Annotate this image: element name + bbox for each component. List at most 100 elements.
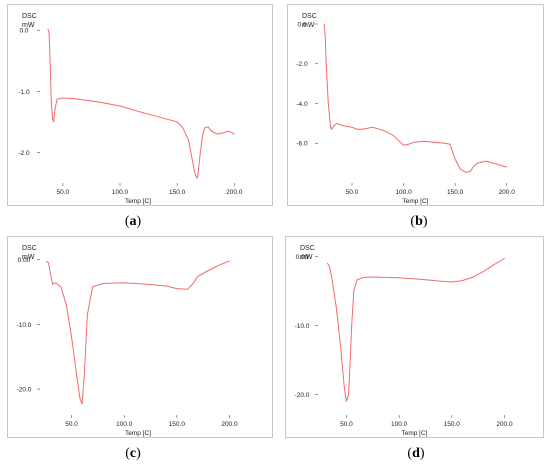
data-point: [218, 264, 220, 266]
data-point: [50, 273, 51, 275]
data-point: [323, 23, 325, 25]
data-point: [49, 66, 51, 68]
data-point: [76, 375, 78, 377]
x-tick-label: 150.0: [444, 421, 461, 428]
data-point: [333, 125, 334, 127]
series-line: [323, 23, 507, 173]
data-point: [485, 160, 487, 162]
x-tick-label: 50.0: [346, 189, 359, 196]
data-point: [337, 321, 339, 323]
data-point: [119, 105, 121, 107]
data-point: [55, 282, 57, 284]
data-point: [188, 139, 190, 141]
data-point: [361, 277, 363, 279]
x-tick-label: 50.0: [57, 189, 70, 196]
x-axis-label: Temp [C]: [402, 198, 428, 205]
data-point: [228, 130, 230, 132]
data-point: [207, 126, 209, 128]
chart-frame-d: DSC mW 0.00 -10.0 -20.0 50.0 100.0 150.0 200.0 Te…: [285, 236, 544, 438]
chart-frame-b: DSC mW 0.0 -2.0 -4.0 -6.0 50.0 100.0 150.0 200.0 T…: [287, 4, 544, 206]
data-point: [468, 171, 469, 173]
data-point: [60, 286, 62, 288]
data-point: [210, 130, 212, 132]
data-point: [192, 283, 194, 285]
data-point: [329, 124, 331, 126]
data-point: [197, 176, 199, 178]
data-point: [461, 280, 463, 282]
data-point: [361, 128, 363, 130]
x-tick-label: 200.0: [499, 189, 516, 196]
data-point: [191, 158, 193, 159]
data-point: [449, 143, 451, 145]
data-point: [327, 262, 328, 264]
caption-letter-b: b: [415, 214, 423, 229]
chart-caption-d: (d): [407, 446, 425, 461]
data-point: [327, 103, 329, 104]
data-point: [79, 398, 81, 400]
data-point: [353, 290, 355, 292]
x-tick-label: 50.0: [340, 421, 353, 428]
chart-svg: DSC mW0.00 -10.0 -20.0 50.0 100.0 150.0 200.0 Te…: [17, 245, 238, 437]
data-point: [331, 276, 333, 278]
data-point: [50, 103, 52, 104]
y-tick-label: -6.0: [296, 141, 308, 148]
y-tick-label: -1.0: [18, 89, 30, 96]
data-point: [495, 163, 497, 165]
chart-svg: DSC mW0.0 -1.0 -2.0 50.0 100.0 150.0 200.0 Temp …: [18, 13, 242, 205]
data-point: [196, 177, 198, 179]
y-tick-label: 0.00: [296, 254, 309, 261]
data-point: [392, 134, 394, 136]
data-point: [193, 170, 195, 172]
data-point: [403, 144, 405, 146]
data-point: [230, 131, 232, 133]
series-line: [327, 258, 505, 402]
x-tick-label: 150.0: [169, 189, 186, 196]
data-point: [216, 133, 218, 135]
chart-caption-b: (b): [410, 214, 428, 229]
data-point: [199, 155, 201, 156]
x-tick-label: 150.0: [169, 421, 186, 428]
x-axis-label: Temp [C]: [401, 430, 427, 437]
data-point: [506, 166, 508, 168]
y-tick-label: 0.00: [18, 257, 31, 264]
data-point: [233, 133, 235, 135]
data-point: [73, 98, 75, 100]
x-tick-label: 100.0: [391, 421, 408, 428]
series-line: [47, 28, 235, 179]
chart-frame-a: DSC mW 0.0 -1.0 -2.0 50.0 100.0 150.0 200.0 Temp …: [7, 4, 273, 206]
y-tick-label: -2.0: [18, 150, 30, 157]
data-point: [142, 112, 144, 114]
data-point: [176, 121, 178, 123]
data-point: [47, 28, 49, 30]
x-tick-label: 50.0: [65, 421, 78, 428]
data-point: [493, 264, 495, 266]
data-point: [377, 276, 379, 278]
data-point: [477, 162, 479, 164]
data-point: [45, 260, 47, 262]
data-point: [419, 278, 421, 280]
data-point: [123, 282, 125, 284]
caption-letter-c: c: [129, 446, 137, 461]
data-point: [144, 283, 146, 285]
data-point: [341, 124, 343, 126]
data-point: [65, 304, 67, 306]
data-point: [229, 260, 230, 262]
y-axis-unit: mW: [22, 254, 35, 261]
data-point: [504, 258, 505, 259]
data-point: [325, 63, 327, 65]
x-tick-label: 100.0: [395, 189, 412, 196]
data-point: [348, 393, 350, 395]
y-axis-unit: mW: [300, 254, 313, 261]
x-axis-label: Temp [C]: [125, 430, 151, 437]
data-point: [464, 171, 466, 173]
data-point: [351, 126, 353, 128]
y-axis-label: DSC: [22, 13, 37, 20]
data-point: [92, 286, 94, 288]
data-point: [356, 128, 358, 130]
data-point: [473, 165, 475, 167]
data-point: [349, 373, 351, 375]
data-point: [47, 262, 49, 264]
x-axis-label: Temp [C]: [125, 198, 151, 205]
data-point: [356, 279, 358, 281]
data-point: [382, 129, 384, 131]
